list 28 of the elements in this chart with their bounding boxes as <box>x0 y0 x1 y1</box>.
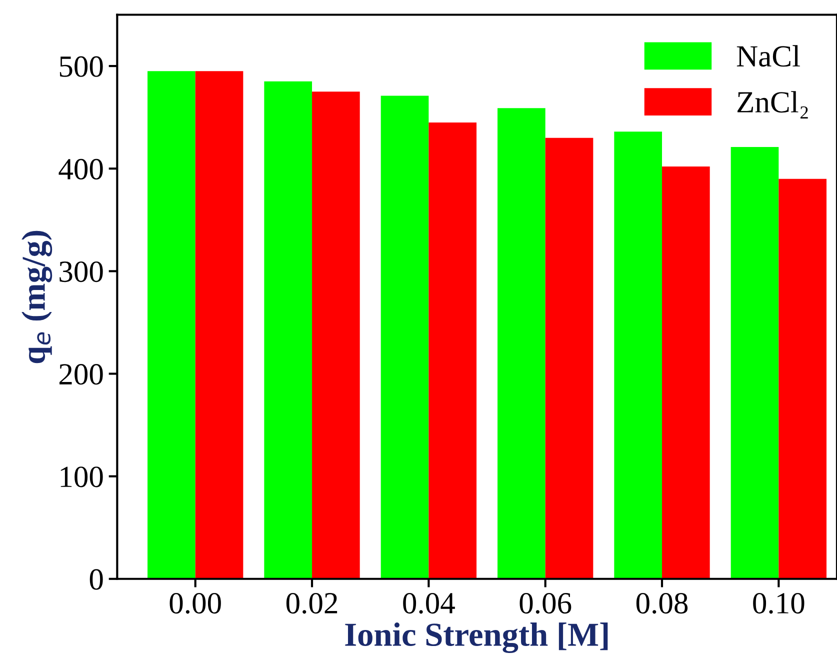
bar <box>545 138 594 579</box>
x-tick-label: 0.00 <box>170 592 221 614</box>
x-axis-title: Ionic Strength [M] <box>345 622 608 654</box>
bar <box>662 166 710 579</box>
x-tick-label: 0.10 <box>753 592 804 614</box>
bar <box>428 122 477 579</box>
y-tick-label: 0 <box>90 569 103 590</box>
bar <box>195 71 244 579</box>
bar <box>148 71 196 579</box>
x-tick-label: 0.04 <box>403 592 455 614</box>
y-axis-title: q$_{e}$ (mg/g) <box>22 230 52 364</box>
bar <box>498 108 546 579</box>
y-tick-label: 200 <box>59 364 103 385</box>
x-tick-label: 0.08 <box>636 592 688 614</box>
y-tick-label: 400 <box>58 158 103 180</box>
bar <box>312 92 360 579</box>
legend-label: NaCl <box>736 45 800 67</box>
y-tick-label: 100 <box>60 466 103 488</box>
bar <box>614 132 662 579</box>
y-tick-label: 500 <box>60 56 103 77</box>
legend-label: ZnCl₂ <box>738 91 808 119</box>
bar <box>778 178 826 579</box>
y-tick-label: 300 <box>60 261 103 282</box>
bar <box>730 147 779 579</box>
x-tick-label: 0.02 <box>286 592 338 614</box>
bar <box>264 81 312 579</box>
bar <box>380 96 429 579</box>
x-tick-label: 0.06 <box>520 592 572 614</box>
